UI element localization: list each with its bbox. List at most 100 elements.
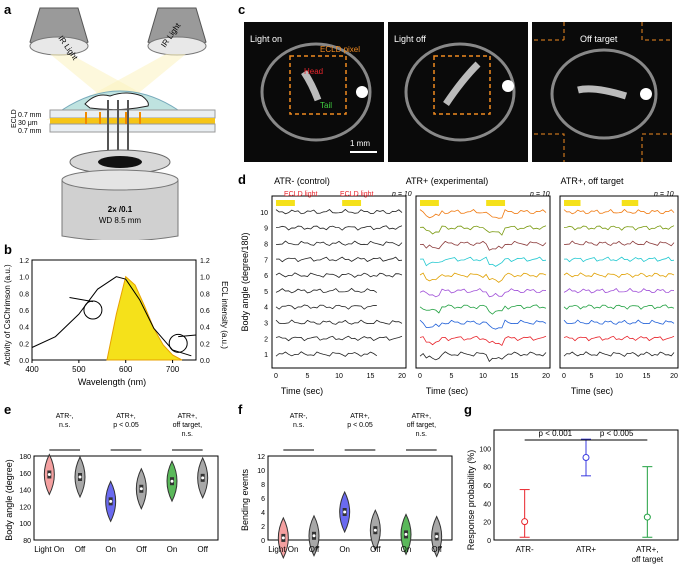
d-xtick-label: 10 <box>615 373 623 380</box>
violin-median <box>139 487 143 491</box>
d-subplot-frame <box>559 195 679 369</box>
emission-arrows <box>85 112 141 124</box>
body-angle-trace <box>563 225 675 231</box>
d-xtick-label: 20 <box>542 373 550 380</box>
d-xtick-label: 15 <box>643 373 651 380</box>
body-angle-trace <box>275 272 403 278</box>
body-angle-trace <box>563 335 675 342</box>
body-angle-trace <box>419 304 547 315</box>
b-ytick-left-label: 0.0 <box>19 358 29 365</box>
d-xtick-label: 20 <box>670 373 678 380</box>
d-xtick-label: 10 <box>335 373 343 380</box>
body-angle-trace <box>275 225 403 231</box>
violin-ytick-label: 120 <box>19 504 31 511</box>
body-angle-trace <box>563 287 675 294</box>
d-xtick-label: 0 <box>274 373 278 380</box>
violin-xtick-label: On <box>105 545 116 554</box>
panel-b-xlabel: Wavelength (nm) <box>78 377 146 387</box>
g-ytick-label: 100 <box>479 446 491 453</box>
violin-xtick-label: Off <box>431 545 442 554</box>
group-label-line3: n.s. <box>182 431 193 438</box>
head-label: Head <box>304 67 323 76</box>
d-xtick-label: 0 <box>418 373 422 380</box>
body-angle-trace <box>563 208 675 215</box>
d-subplot-frame <box>271 195 407 369</box>
body-angle-trace <box>275 319 403 325</box>
scalebar-label: 1 mm <box>350 139 370 148</box>
b-ytick-right-label: 1.0 <box>200 275 210 282</box>
violin-ytick-label: 180 <box>19 454 31 461</box>
d-xtick-label: 5 <box>450 373 454 380</box>
panel-d-xlabel-1: Time (sec) <box>281 386 323 396</box>
violin-ytick-label: 160 <box>19 471 31 478</box>
panel-g-label: g <box>464 402 472 417</box>
panel-g: g 0 20 40 60 80 100 ATR- ATR+ ATR+,off target p <… <box>464 402 679 564</box>
d-ytick-label: 8 <box>264 242 268 249</box>
violin-ytick-label: 100 <box>19 521 31 528</box>
d-xtick-label: 10 <box>479 373 487 380</box>
right-axis-marker <box>168 333 188 353</box>
b-ytick-right-label: 1.2 <box>200 258 210 265</box>
g-xtick-label-1: ATR+, <box>636 545 658 554</box>
group-label-line1: ATR+, <box>116 413 136 420</box>
violin-xtick-label: Off <box>309 545 320 554</box>
violin-median <box>109 499 113 503</box>
d-ytick-label: 10 <box>260 210 268 217</box>
b-ytick-left-label: 1.2 <box>19 258 29 265</box>
panel-d-plot: 1 2 3 4 5 6 7 8 9 10 0 5 10 15 20 0 5 10 15 20 0 5 10 15 20 <box>260 195 679 380</box>
ecld-light-bar <box>342 200 362 206</box>
panel-b-label: b <box>4 242 12 257</box>
ecld-light-bar <box>564 200 581 206</box>
group-label-line1: ATR-, <box>56 413 74 420</box>
violin-ytick-label: 12 <box>257 454 265 461</box>
body-angle-trace <box>419 240 547 251</box>
panel-c-label: c <box>238 2 245 17</box>
violin-frame <box>267 455 453 541</box>
violin-ytick-label: 4 <box>261 510 265 517</box>
group-label-line1: ATR+, <box>178 413 198 420</box>
d-ytick-label: 9 <box>264 226 268 233</box>
panel-d-title-1: ATR- (control) <box>274 176 330 186</box>
b-xtick-label: 400 <box>25 365 39 374</box>
panel-b-plot: 400 500 600 700 0.0 0.0 0.2 0.2 0.4 0.4 0.6 0.6 0.8 0… <box>19 258 210 374</box>
body-angle-trace <box>563 240 675 247</box>
n-label-1: n = 10 <box>392 191 412 198</box>
b-ytick-left-label: 0.4 <box>19 325 29 332</box>
b-ytick-left-label: 1.0 <box>19 275 29 282</box>
panel-b-ylabel-right: ECL intensity (a.u.) <box>220 281 229 349</box>
d-xtick-label: 15 <box>511 373 519 380</box>
body-angle-trace <box>275 335 403 342</box>
group-label-line3: n.s. <box>416 431 427 438</box>
panel-e: e 80 100 120 140 160 180 Light On Off On Off On Off… <box>4 402 219 554</box>
body-angle-trace <box>275 208 403 215</box>
body-angle-trace <box>275 304 377 310</box>
group-label-line2: off target, <box>173 422 203 429</box>
body-angle-trace <box>419 225 547 236</box>
body-angle-trace <box>275 287 378 294</box>
violin-median <box>201 476 205 480</box>
b-ytick-right-label: 0.8 <box>200 291 210 298</box>
body-angle-trace <box>563 319 675 325</box>
panel-e-ylabel: Body angle (degree) <box>4 459 14 541</box>
panel-d-title-2: ATR+ (experimental) <box>406 176 489 186</box>
violin-median <box>47 472 51 476</box>
g-point <box>643 513 651 521</box>
g-ytick-label: 20 <box>483 520 491 527</box>
d-xtick-label: 0 <box>562 373 566 380</box>
panel-d-ylabel: Body angle (degree/180) <box>240 232 250 331</box>
layer-thickness-2: 30 μm <box>18 120 38 127</box>
b-ytick-right-label: 0.6 <box>200 308 210 315</box>
violin-ytick-label: 10 <box>257 468 265 475</box>
ecld-label: ECLD <box>11 109 18 128</box>
b-ytick-left-label: 0.2 <box>19 341 29 348</box>
ecld-pixel-label: ECLD pixel <box>320 45 360 54</box>
d-ytick-label: 3 <box>264 321 268 328</box>
body-angle-trace <box>419 335 547 347</box>
violin-median <box>281 536 285 540</box>
group-label-line2: n.s. <box>59 422 70 429</box>
b-ytick-right-label: 0.4 <box>200 325 210 332</box>
group-label-line2: n.s. <box>293 422 304 429</box>
ecld-light-bar <box>420 200 439 206</box>
violin-xtick-label: Light On <box>34 545 64 554</box>
violin-xtick-label: Off <box>197 545 208 554</box>
